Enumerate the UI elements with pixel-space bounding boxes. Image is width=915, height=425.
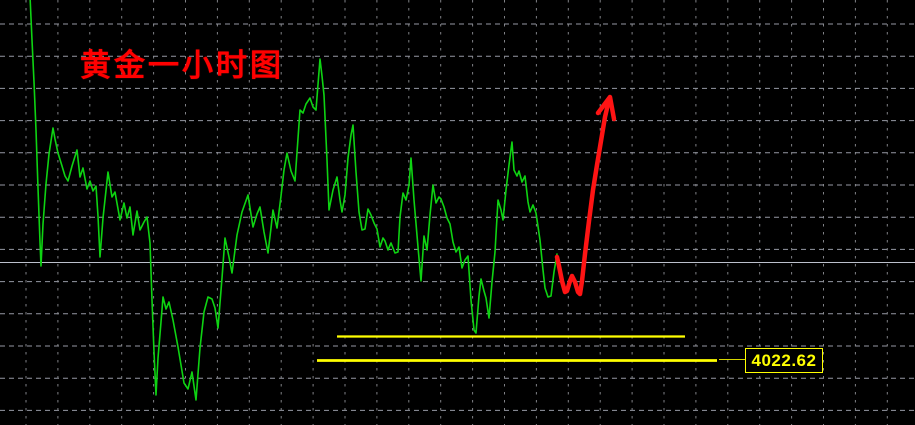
price-line — [29, 0, 558, 401]
price-tag: 4022.62 — [745, 348, 823, 373]
trend-arrow-shaft[interactable] — [554, 101, 611, 297]
price-tag-value: 4022.62 — [751, 350, 817, 370]
chart-title-text: 黄金一小时图 — [80, 48, 284, 83]
trend-arrow-head — [595, 94, 617, 122]
